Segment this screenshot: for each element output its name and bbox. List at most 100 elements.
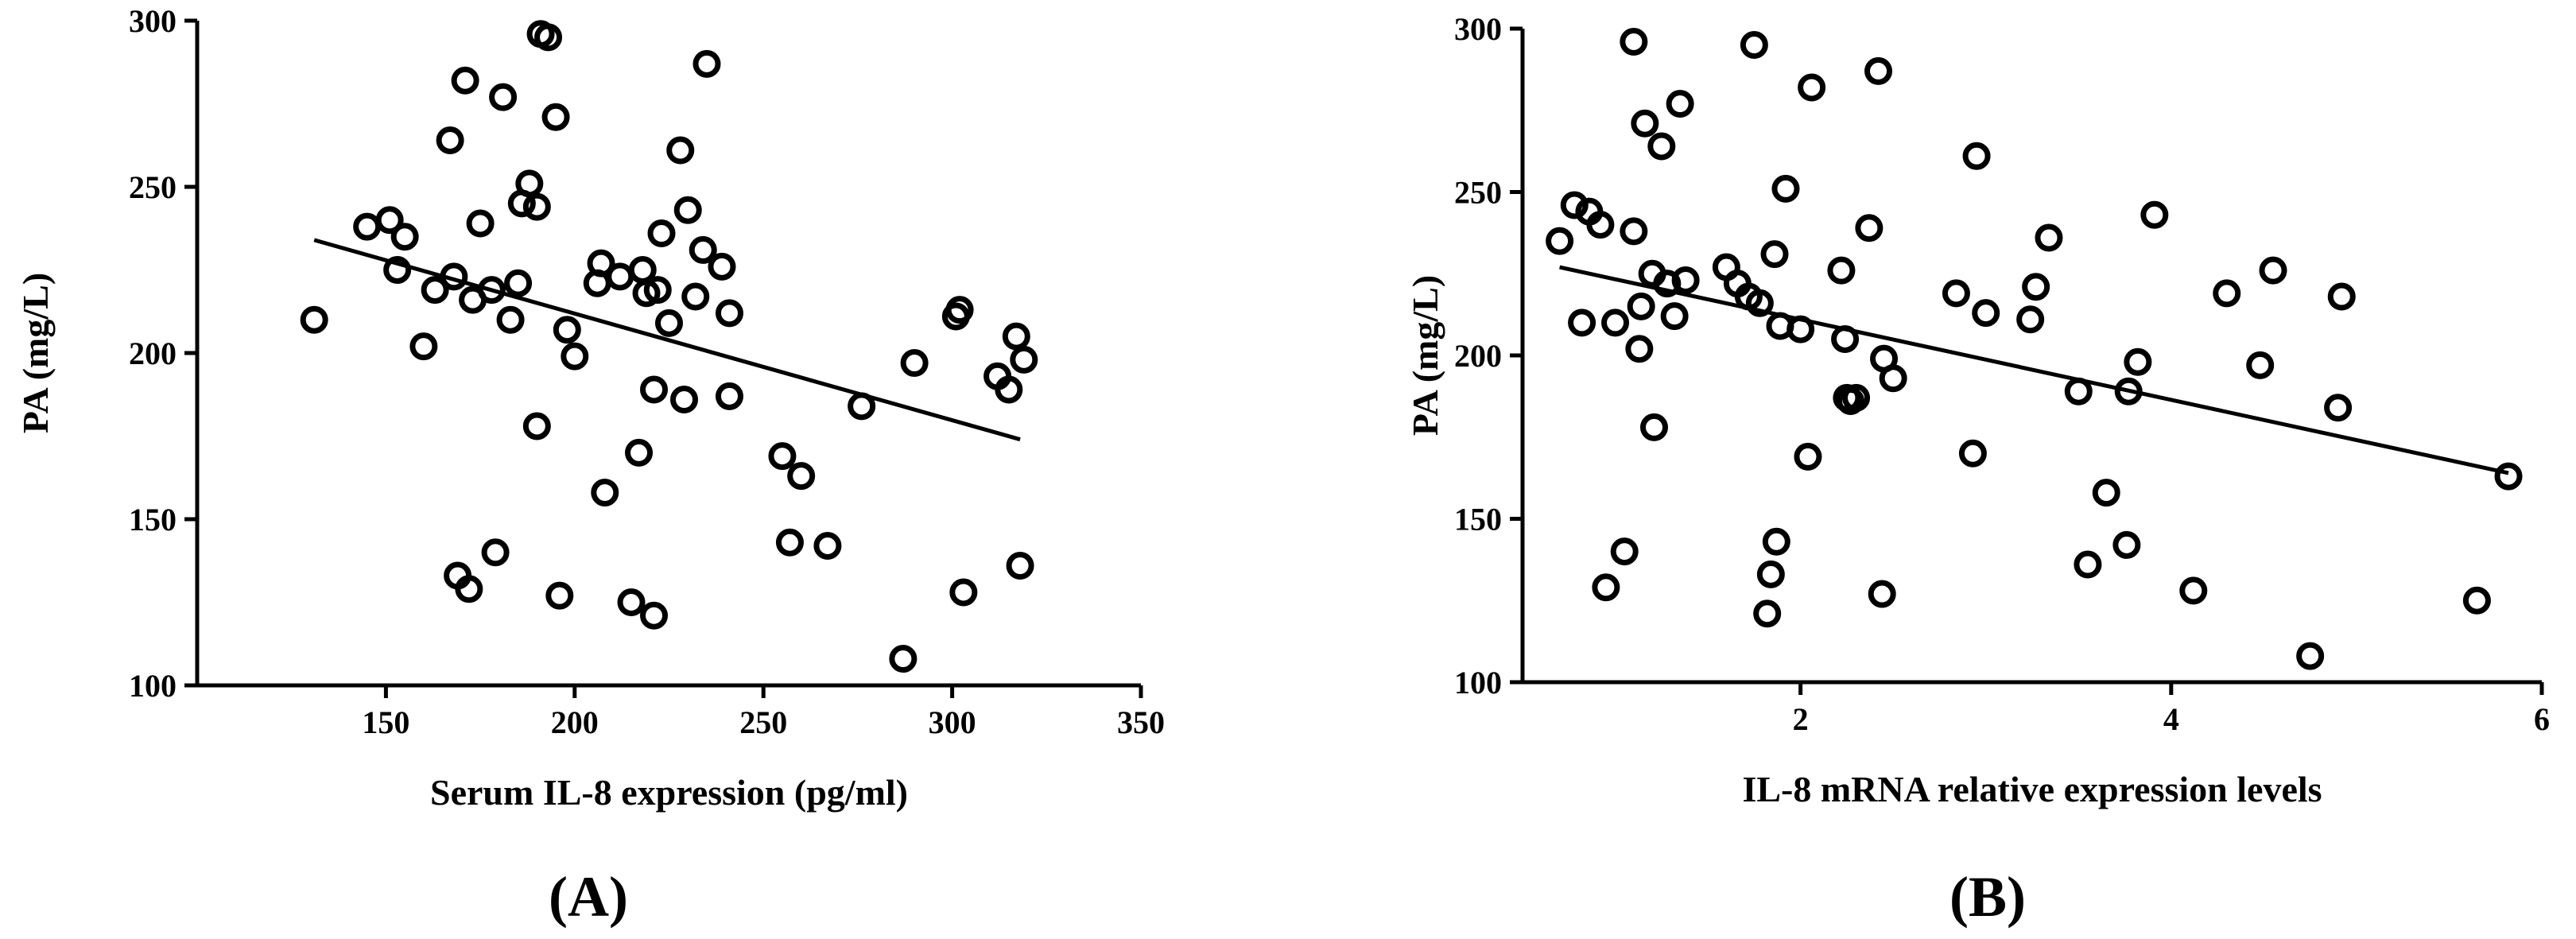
data-point <box>708 252 736 281</box>
data-point <box>1546 227 1574 255</box>
panel-label: (A) <box>549 865 628 929</box>
data-point <box>1771 174 1800 203</box>
data-point <box>591 479 619 507</box>
x-tick-label: 6 <box>2534 701 2550 737</box>
data-point <box>689 235 717 264</box>
data-point <box>587 249 615 277</box>
x-tick-label: 4 <box>2163 701 2179 737</box>
data-point <box>1601 308 1630 337</box>
data-point <box>1827 256 1856 285</box>
data-point <box>2179 576 2208 605</box>
data-point <box>440 262 468 291</box>
data-point <box>2246 351 2275 379</box>
data-point <box>2112 530 2141 559</box>
data-point <box>647 219 676 248</box>
y-tick-label: 150 <box>1454 502 1502 537</box>
data-point <box>2494 462 2523 491</box>
data-point <box>2462 586 2491 615</box>
y-tick-label: 250 <box>129 169 177 205</box>
x-tick-label: 250 <box>739 704 787 740</box>
data-point <box>1625 335 1654 363</box>
data-point <box>375 206 404 235</box>
data-point <box>2035 223 2063 252</box>
x-tick-label: 300 <box>929 704 976 740</box>
data-point <box>655 308 683 337</box>
data-point <box>945 296 974 324</box>
x-tick-label: 150 <box>362 704 409 740</box>
data-point <box>640 601 669 630</box>
data-point <box>787 462 816 491</box>
data-point <box>2327 282 2356 311</box>
data-point <box>1666 90 1694 118</box>
data-point <box>949 578 978 607</box>
x-tick-label: 200 <box>551 704 599 740</box>
data-point <box>1864 56 1893 85</box>
data-point <box>666 136 695 165</box>
data-point <box>1592 573 1620 602</box>
data-point <box>1787 315 1815 343</box>
data-point <box>1972 299 2000 328</box>
data-point <box>617 588 646 616</box>
data-point <box>1868 580 1896 608</box>
y-axis-title: PA (mg/L) <box>1405 275 1445 436</box>
data-point <box>813 531 842 560</box>
data-point <box>1762 527 1790 556</box>
data-point <box>409 332 438 361</box>
data-point <box>1842 383 1871 412</box>
data-point <box>481 538 510 567</box>
data-point <box>681 282 710 311</box>
data-point <box>353 212 382 241</box>
data-point <box>2092 479 2120 507</box>
data-point <box>1620 217 1648 246</box>
data-point <box>2016 305 2045 334</box>
data-point <box>643 276 672 305</box>
data-point <box>489 83 518 111</box>
data-point <box>455 575 483 603</box>
data-point <box>390 223 419 251</box>
data-point <box>2296 642 2325 670</box>
data-point <box>1745 289 1774 317</box>
data-point <box>1610 537 1639 566</box>
x-axis-title: IL-8 mRNA relative expression levels <box>1742 769 2322 809</box>
data-point <box>1831 324 1860 353</box>
data-point <box>1879 364 1907 393</box>
data-point <box>1942 279 1970 308</box>
data-point <box>477 276 506 305</box>
data-point <box>995 375 1023 404</box>
y-tick-label: 200 <box>129 336 177 371</box>
data-point <box>466 209 495 238</box>
data-point <box>1794 442 1822 471</box>
data-point <box>436 126 464 154</box>
y-tick-label: 300 <box>129 3 177 39</box>
data-point <box>534 23 563 52</box>
data-point <box>515 169 544 198</box>
data-point <box>1740 31 1768 60</box>
data-point <box>1753 599 1782 628</box>
regression-line <box>1559 265 2509 475</box>
data-point <box>889 645 918 673</box>
data-point <box>715 382 743 410</box>
y-tick-label: 300 <box>1454 11 1502 47</box>
data-point <box>541 103 570 131</box>
data-point <box>2074 550 2102 579</box>
data-point <box>673 196 702 224</box>
panel-b: 100 150 200 250 300 2 4 6 IL-8 mRNA relative exp… <box>1405 11 2550 929</box>
data-point <box>300 305 328 334</box>
x-axis-title: Serum IL-8 expression (pg/ml) <box>430 772 908 813</box>
data-point <box>1671 266 1700 294</box>
data-point <box>553 316 581 344</box>
data-point <box>1586 211 1615 239</box>
data-point <box>2022 273 2050 301</box>
data-point <box>1647 132 1676 161</box>
data-point <box>625 438 654 467</box>
data-point <box>606 262 634 291</box>
data-point <box>900 349 929 378</box>
data-point <box>1627 292 1655 320</box>
data-point <box>692 49 721 78</box>
data-point <box>1560 191 1589 219</box>
data-point <box>522 412 551 440</box>
data-point <box>1660 302 1689 331</box>
y-tick-label: 150 <box>129 502 177 537</box>
data-point <box>1010 345 1038 374</box>
data-point <box>1631 109 1659 138</box>
